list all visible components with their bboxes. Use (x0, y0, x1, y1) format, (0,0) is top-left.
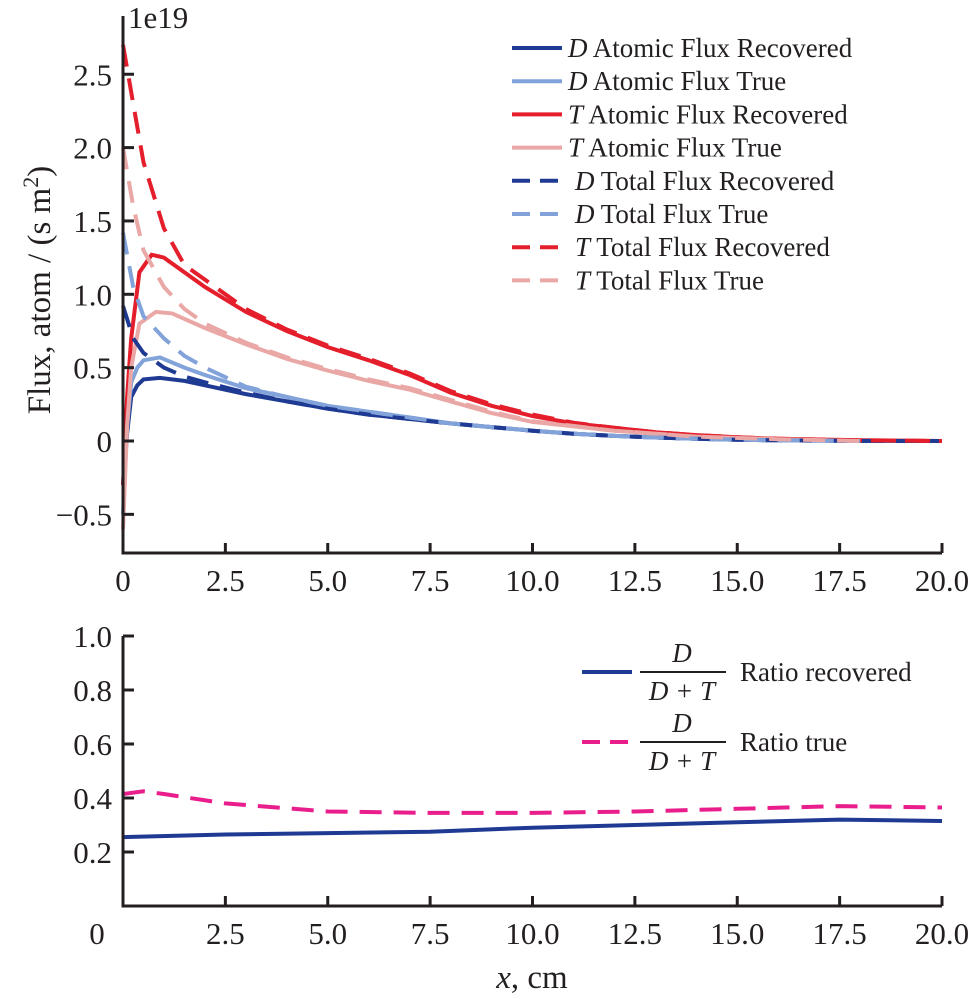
y-tick-label: 0.4 (73, 781, 112, 816)
x-tick-label: 7.5 (411, 916, 450, 951)
ratio-axes (121, 636, 942, 908)
legend-fraction-numerator: D (671, 638, 692, 668)
multiplier-label: 1e19 (128, 0, 188, 35)
y-tick-label: 1.0 (73, 277, 112, 312)
y-tick-label: −0.5 (56, 497, 112, 532)
x-tick-label: 17.5 (813, 916, 867, 951)
x-tick-label: 0 (89, 916, 105, 951)
flux-plot: 1e19 Flux, atom / (s m2) 0 2.5 5.0 7.5 10.0 1… (18, 0, 969, 598)
legend-fraction-numerator: D (671, 708, 692, 738)
series-line-1 (122, 789, 943, 815)
x-tick-label: 5.0 (308, 916, 347, 951)
series-line-3 (121, 309, 861, 530)
legend-label-1: Ratio true (740, 727, 847, 757)
x-tick-label: 7.5 (411, 563, 450, 598)
x-tick-label: 10.0 (505, 563, 559, 598)
legend-label-3: T Atomic Flux True (568, 133, 782, 163)
y-tick-label: 2.5 (73, 57, 112, 92)
y-tick-label: 0.2 (73, 835, 112, 870)
x-tick-label: 20.0 (915, 916, 969, 951)
legend-label-0: D Atomic Flux Recovered (567, 33, 853, 63)
x-tick-label: 20.0 (915, 563, 969, 598)
x-tick-label: 12.5 (608, 563, 662, 598)
y-axis (121, 16, 942, 555)
legend-label-5: D Total Flux True (574, 199, 768, 229)
y-tick-label: 0.5 (73, 351, 112, 386)
legend-label-7: T Total Flux True (575, 265, 764, 295)
y-tick-label: 0 (97, 424, 113, 459)
x-tick-label: 2.5 (206, 916, 245, 951)
series-line-5 (121, 232, 861, 443)
y-tick-label: 0.8 (73, 673, 112, 708)
legend-label-2: T Atomic Flux Recovered (568, 99, 848, 129)
x-tick-label: 17.5 (813, 563, 867, 598)
x-tick-label: 12.5 (608, 916, 662, 951)
legend-label-6: T Total Flux Recovered (575, 232, 830, 262)
legend-label-1: D Atomic Flux True (567, 66, 786, 96)
legend-fraction-denominator: D + T (648, 676, 717, 706)
y-axis-label: Flux, atom / (s m2) (18, 166, 58, 414)
legend-fraction-denominator: D + T (648, 746, 717, 776)
ratio-plot: 0 2.5 5.0 7.5 10.0 12.5 15.0 17.5 20.0 0.2 0.4 0.6 0… (73, 619, 969, 996)
x-tick-label: 15.0 (710, 563, 764, 598)
x-tick-label: 2.5 (206, 563, 245, 598)
x-tick-label: 5.0 (308, 563, 347, 598)
legend-label-4: D Total Flux Recovered (574, 166, 835, 196)
y-tick-label: 2.0 (73, 131, 112, 166)
y-tick-label: 1.0 (73, 619, 112, 654)
x-axis-label: x, cm (495, 960, 568, 996)
x-tick-label: 15.0 (710, 916, 764, 951)
series-line-2 (121, 252, 943, 486)
series-line-4 (121, 305, 943, 443)
y-tick-label: 0.6 (73, 727, 112, 762)
legend-label-0: Ratio recovered (740, 657, 912, 687)
y-tick-label: 1.5 (73, 204, 112, 239)
x-tick-label: 0 (115, 563, 131, 598)
series-line-7 (121, 147, 861, 443)
series-line-0 (122, 817, 943, 840)
x-tick-label: 10.0 (505, 916, 559, 951)
